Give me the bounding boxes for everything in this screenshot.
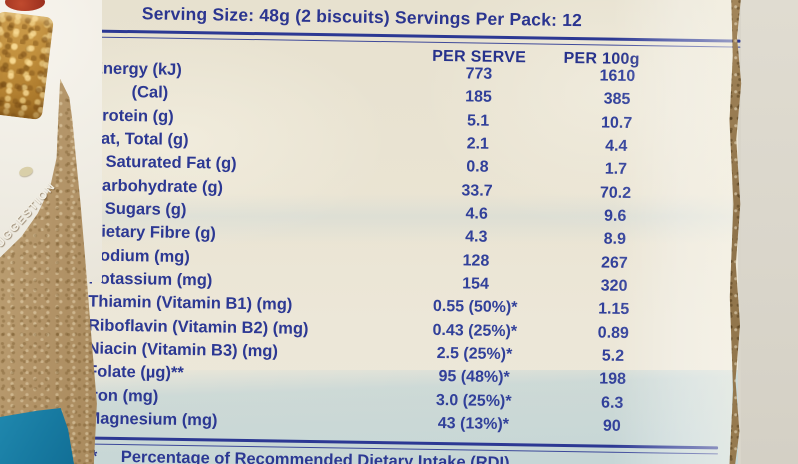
per-serve-value: 185 bbox=[465, 88, 492, 107]
panel-content: Serving Size: 48g (2 biscuits) Servings … bbox=[52, 0, 741, 464]
per-100g-value: 5.2 bbox=[601, 347, 625, 366]
nutrition-panel: Serving Size: 48g (2 biscuits) Servings … bbox=[60, 0, 741, 464]
footnote-asterisk: * bbox=[91, 448, 121, 464]
per-serve-value: 0.55 (50%)* bbox=[432, 298, 518, 317]
per-serve-value: 4.3 bbox=[465, 228, 488, 247]
per-100g-value: 267 bbox=[600, 254, 628, 272]
nutrient-name: Folate (µg)** bbox=[87, 362, 184, 383]
per-100g-value: 9.6 bbox=[603, 207, 627, 225]
nutrient-name: Iron (mg) bbox=[86, 386, 159, 406]
per-serve-value: 4.6 bbox=[465, 205, 488, 223]
nutrient-name: Energy (kJ) bbox=[91, 59, 182, 79]
nutrient-name: (Cal) bbox=[131, 83, 169, 103]
background-surface bbox=[741, 0, 798, 464]
per-serve-value: 2.5 (25%)* bbox=[436, 345, 513, 364]
per-100g-value: 1.7 bbox=[604, 160, 628, 179]
per-100g-value: 8.9 bbox=[603, 230, 627, 249]
nutrient-name: Niacin (Vitamin B3) (mg) bbox=[87, 339, 279, 361]
nutrient-name: Potassium (mg) bbox=[88, 269, 213, 290]
box-torn-edge bbox=[729, 0, 742, 464]
per-serve-value: 33.7 bbox=[461, 182, 493, 200]
per-100g-value: 320 bbox=[600, 277, 628, 296]
per-100g-value: 90 bbox=[602, 417, 621, 436]
nutrient-name: Thiamin (Vitamin B1) (mg) bbox=[88, 292, 293, 315]
nutrient-name: Carbohydrate (g) bbox=[89, 176, 224, 197]
nutrient-name: - Saturated Fat (g) bbox=[95, 152, 237, 174]
nutrient-name: Sodium (mg) bbox=[88, 246, 190, 266]
per-serve-value: 0.43 (25%)* bbox=[432, 321, 518, 341]
strawberry-slice bbox=[5, 0, 45, 11]
per-serve-value: 3.0 (25%)* bbox=[435, 391, 512, 410]
teal-stripe bbox=[0, 408, 74, 464]
nutrient-name: Fat, Total (g) bbox=[90, 129, 189, 150]
per-100g-value: 10.7 bbox=[600, 114, 633, 132]
per-serve-value: 2.1 bbox=[466, 135, 490, 153]
per-100g-value: 1.15 bbox=[597, 300, 630, 319]
per-100g-value: 385 bbox=[603, 90, 631, 109]
nutrient-name: Dietary Fibre (g) bbox=[89, 222, 217, 243]
nutrient-name: Protein (g) bbox=[91, 106, 174, 126]
per-100g-value: 70.2 bbox=[599, 184, 632, 202]
per-100g-value: 6.3 bbox=[600, 394, 624, 412]
nutrient-name: Magnesium (mg) bbox=[86, 409, 218, 430]
per-serve-value: 773 bbox=[465, 65, 493, 83]
nutrition-table: Energy (kJ) 773 1610 (Cal) 185 385 Prote… bbox=[53, 59, 737, 443]
serving-size-line: Serving Size: 48g (2 biscuits) Servings … bbox=[141, 3, 583, 31]
nutrient-name: Riboflavin (Vitamin B2) (mg) bbox=[87, 316, 309, 338]
per-100g-value: 1610 bbox=[599, 67, 636, 86]
crumb bbox=[17, 165, 35, 178]
per-serve-value: 128 bbox=[462, 252, 490, 270]
per-serve-value: 95 (48%)* bbox=[438, 368, 510, 387]
cereal-biscuit bbox=[0, 10, 55, 121]
nutrient-name: - Sugars (g) bbox=[94, 199, 187, 220]
per-100g-value: 0.89 bbox=[597, 324, 630, 342]
per-serve-value: 154 bbox=[462, 275, 490, 293]
per-serve-value: 0.8 bbox=[466, 158, 489, 177]
per-serve-value: 43 (13%)* bbox=[437, 415, 510, 434]
per-100g-value: 4.4 bbox=[605, 137, 628, 155]
per-100g-value: 198 bbox=[599, 370, 627, 389]
per-serve-value: 5.1 bbox=[466, 112, 490, 130]
